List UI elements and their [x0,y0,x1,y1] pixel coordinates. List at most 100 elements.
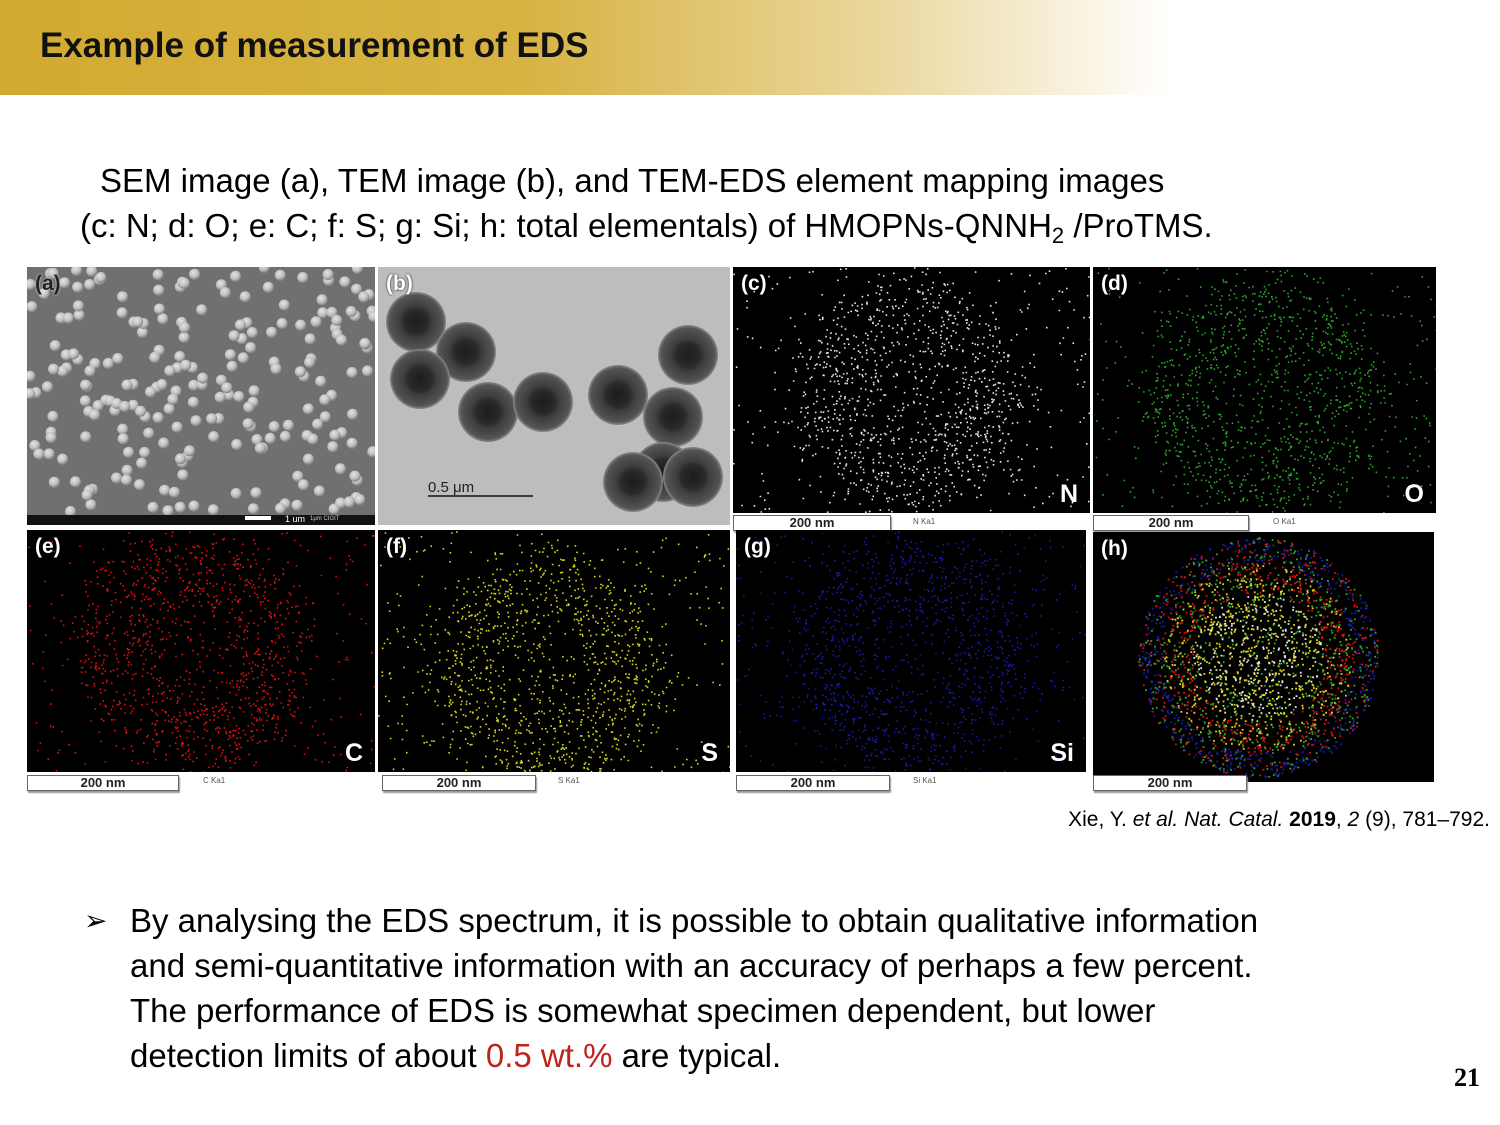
sem-particle [254,442,266,454]
sem-particle [243,401,255,413]
panel-c-label: (c) [741,272,767,295]
panel-d-scalebar: 200 nm [1093,515,1249,531]
sem-particle [49,340,61,352]
sem-particle [302,453,314,465]
sem-particle [292,470,304,482]
tem-sphere [513,372,573,432]
sem-particle [57,365,69,377]
sem-particle [328,503,340,515]
sem-particle [47,267,59,279]
sem-particle [208,431,220,443]
citation: Xie, Y. et al. Nat. Catal. 2019, 2 (9), … [1068,808,1490,831]
sem-particle [224,349,236,361]
panel-b-scale-text: 0.5 μm [428,479,475,496]
sem-particle [196,304,208,316]
sem-particle [258,267,270,273]
composite-dots [1138,539,1379,777]
sem-particle [282,419,294,431]
panel-c-element: N [1059,480,1078,508]
sem-particle [245,342,257,354]
sem-particle [189,268,201,280]
panel-e-carbon-map: (e) C [27,530,375,772]
sem-particle [27,301,38,313]
sem-particle [57,453,69,465]
sem-particle [298,479,309,491]
sem-particle [234,319,246,331]
sem-particle [304,333,316,345]
panel-b-tem-image: (b) 0.5 μm [378,267,730,525]
sem-particle [174,453,186,465]
sem-particle [319,394,331,406]
sem-particle [310,316,322,328]
sem-particle [73,309,85,321]
sem-particle [230,270,242,282]
sem-particle [316,294,328,306]
total-map-dots [1138,537,1379,778]
sem-particle [92,400,104,412]
panel-f-element: S [701,739,718,767]
sem-particle [116,307,128,319]
sem-particle [339,276,351,288]
sem-particle [345,306,357,317]
panel-f-scalebar: 200 nm [382,775,536,791]
sem-particle [188,500,200,512]
title-bar: Example of measurement of EDS [0,0,1170,95]
panel-e-element: C [344,739,363,767]
sem-particle [228,330,240,342]
sem-particle [156,379,168,390]
map-signal-dots [1095,267,1436,513]
sem-particle [59,277,70,289]
sem-particle [206,413,218,425]
sem-particle [262,281,274,293]
sem-particle [45,432,57,443]
panel-h-label: (h) [1101,537,1128,560]
sem-particle [307,433,319,445]
sem-particle [184,445,195,457]
sem-particle [250,487,262,499]
page-number: 21 [1454,1063,1480,1092]
bullet-line-4-text: detection limits of about [130,1037,486,1074]
sem-particle [367,446,375,458]
sem-particle [233,391,245,402]
sem-particle [145,386,156,398]
sem-particle [313,485,325,497]
sem-particle [29,440,41,451]
sem-particle [295,319,307,331]
sem-particle [102,357,114,369]
tem-sphere [658,325,718,385]
panel-e-ka: C Ka1 [203,776,226,785]
sem-particle [119,400,131,412]
panel-g-scalebar: 200 nm [736,775,890,791]
sem-particle [180,359,192,371]
bullet-line-3: The performance of EDS is somewhat speci… [130,992,1156,1029]
sem-particle [214,391,226,403]
tem-sphere [386,292,446,352]
sem-particle [278,299,290,311]
sem-particle [322,269,334,280]
sem-particle [336,334,347,346]
sem-particles [27,267,375,525]
panel-f-ka: S Ka1 [558,776,580,785]
sem-particle [197,372,209,384]
sem-particle [152,269,164,281]
panel-g-element: Si [1050,739,1074,767]
sem-particle [177,469,189,481]
sem-particle [226,360,238,372]
sem-particle [276,318,288,329]
sem-particle [62,312,74,324]
sem-particle [248,503,259,515]
sem-particle [312,418,324,430]
composite-dots [1138,539,1379,778]
sem-particle [48,476,60,488]
sulfur-map-dots [378,531,730,772]
composite-dots [1193,593,1322,721]
sem-particle [69,476,81,488]
caption-line-1: SEM image (a), TEM image (b), and TEM-ED… [100,162,1165,199]
sem-particle [123,446,134,458]
sem-particle [359,337,371,349]
tem-sphere [643,387,703,447]
sem-particle [33,448,45,460]
map-signal-dots [733,267,1090,513]
sem-particle [188,379,200,391]
panel-c-scalebar: 200 nm [733,515,891,531]
